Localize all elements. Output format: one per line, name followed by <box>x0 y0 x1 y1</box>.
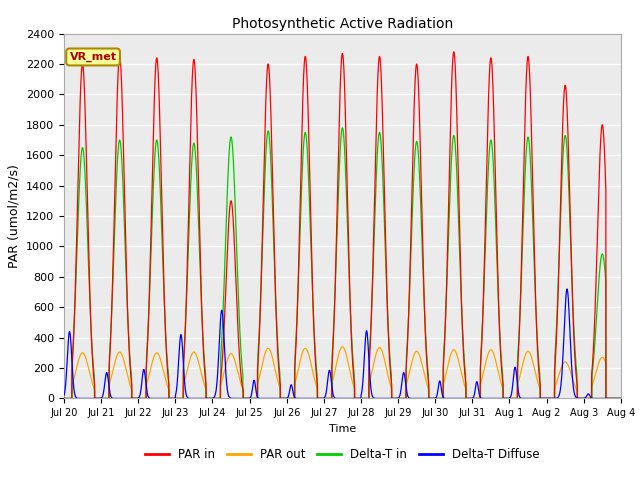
Legend: PAR in, PAR out, Delta-T in, Delta-T Diffuse: PAR in, PAR out, Delta-T in, Delta-T Dif… <box>140 443 545 466</box>
X-axis label: Time: Time <box>329 424 356 433</box>
Title: Photosynthetic Active Radiation: Photosynthetic Active Radiation <box>232 17 453 31</box>
Y-axis label: PAR (umol/m2/s): PAR (umol/m2/s) <box>8 164 20 268</box>
Text: VR_met: VR_met <box>70 52 116 62</box>
